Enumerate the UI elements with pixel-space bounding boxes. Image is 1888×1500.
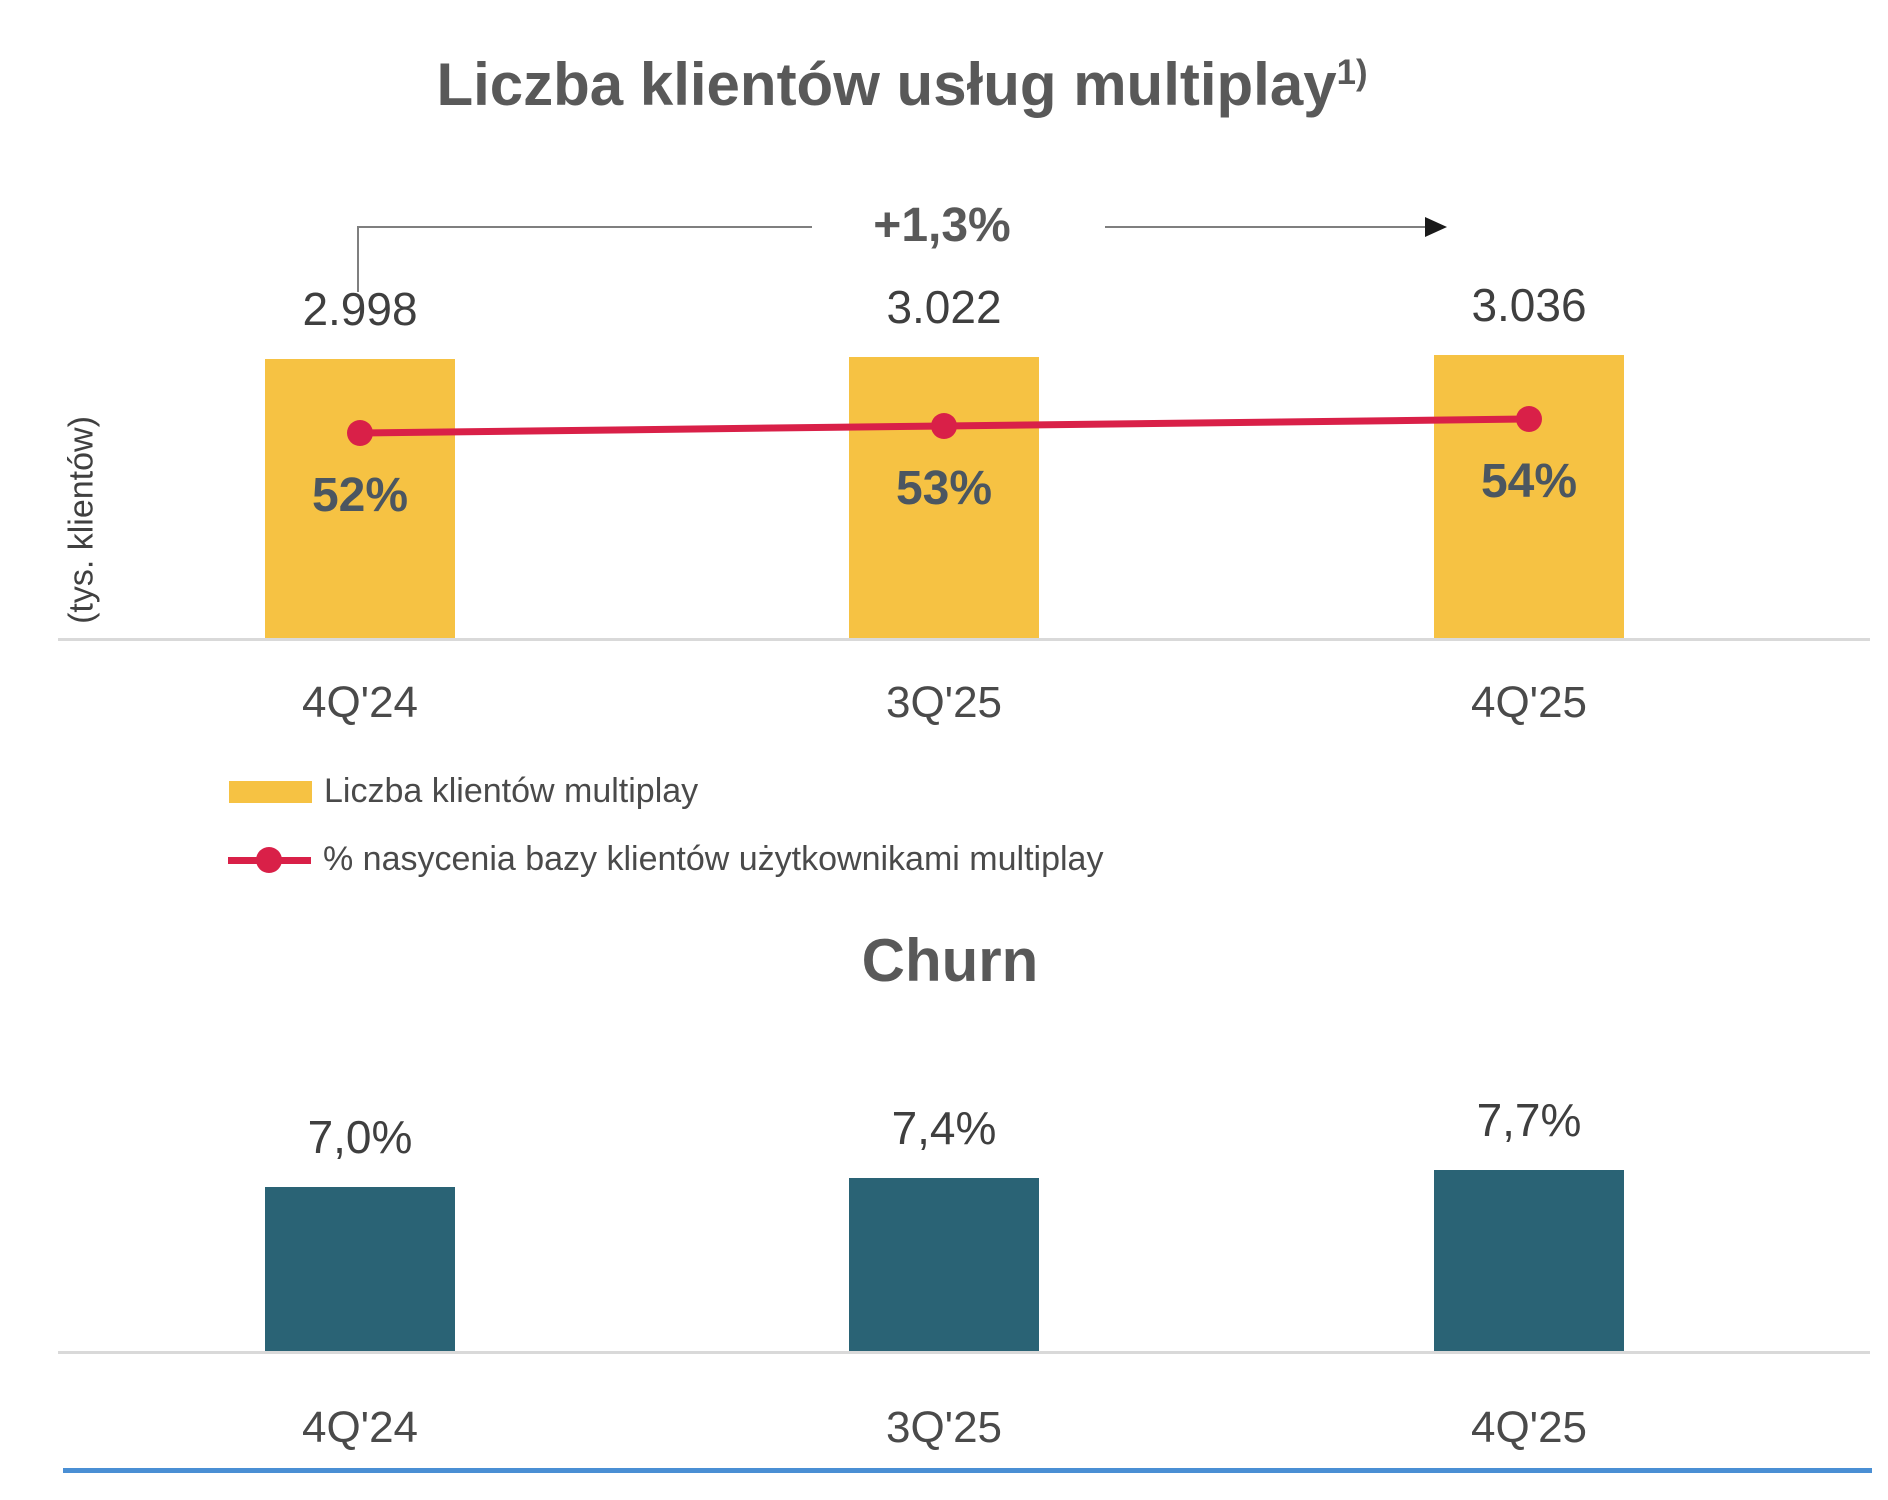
multiplay-chart-title-footnote: 1) [1336, 53, 1368, 92]
churn-x-axis-label-4q24: 4Q'24 [301, 1403, 419, 1452]
bar-legend-swatch-icon [229, 780, 312, 803]
line-legend-glyph-icon [228, 846, 311, 873]
churn-x-axis-label-3q25: 3Q'25 [885, 1403, 1003, 1452]
bracket-horizontal-line [357, 226, 812, 228]
churn-bar-3q25 [849, 1177, 1039, 1353]
multiplay-chart-title: Liczba klientów usług multiplay1) [436, 52, 1367, 118]
churn-bar-4q24 [265, 1187, 455, 1353]
bracket-vertical-line [357, 226, 359, 292]
arrow-head-icon [1425, 217, 1447, 237]
footer-accent-rule [63, 1468, 1872, 1473]
multiplay-bar-value-label: 3.022 [886, 280, 1002, 333]
churn-value-label: 7,0% [307, 1111, 413, 1163]
churn-x-axis-label-4q25: 4Q'25 [1470, 1403, 1588, 1452]
churn-value-label: 7,7% [1476, 1094, 1582, 1147]
churn-chart-title: Churn [861, 927, 1039, 994]
saturation-percent-label: 53% [895, 462, 993, 515]
multiplay-chart-title-text: Liczba klientów usług multiplay [436, 51, 1337, 118]
churn-baseline [58, 1351, 1870, 1354]
legend-item-bars: Liczba klientów multiplay [229, 772, 698, 811]
legend-label-line: % nasycenia bazy klientów użytkownikami … [323, 840, 1104, 878]
x-axis-label-4q25: 4Q'25 [1470, 678, 1588, 727]
legend-label-bars: Liczba klientów multiplay [324, 772, 699, 810]
multiplay-baseline [58, 638, 1870, 641]
y-axis-label: (tys. klientów) [62, 416, 101, 624]
churn-value-label: 7,4% [891, 1101, 997, 1154]
saturation-percent-label: 54% [1480, 455, 1578, 508]
saturation-percन-label: 52% [311, 469, 409, 522]
x-axis-label-3q25: 3Q'25 [885, 678, 1003, 727]
x-axis-label-4q24: 4Q'24 [301, 678, 419, 727]
churn-bar-4q25 [1434, 1170, 1624, 1353]
growth-annotation-label: +1,3% [873, 199, 1011, 252]
legend-item-line: % nasycenia bazy klientów użytkownikami … [228, 840, 1103, 879]
multiplay-bar-4q24 [265, 359, 455, 640]
arrow-line [1105, 226, 1427, 228]
multiplay-bar-value-label: 3.036 [1471, 279, 1587, 332]
multiplay-bar-value-label: 2.998 [302, 283, 418, 335]
multiplay-bar-3q25 [849, 356, 1039, 640]
multiplay-bar-4q25 [1434, 355, 1624, 640]
